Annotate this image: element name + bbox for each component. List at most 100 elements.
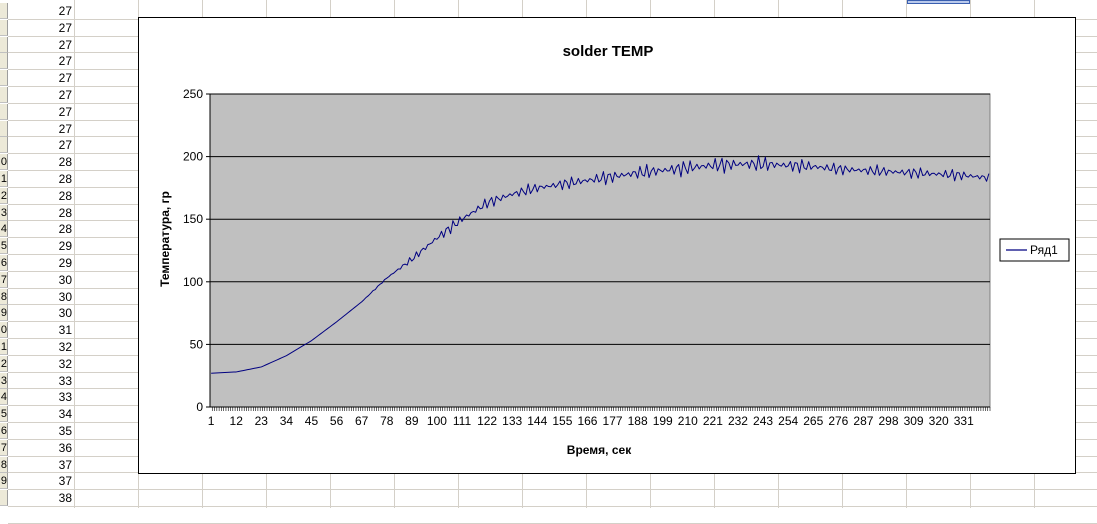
row-gridline — [8, 489, 1097, 491]
row-header[interactable] — [0, 19, 8, 36]
chart-svg: solder TEMP 0 50 100 150 200 250 1 12 23 34 45 56 67… — [158, 43, 1070, 457]
cell-value[interactable]: 27 — [58, 4, 72, 18]
x-tick-label: 199 — [653, 414, 673, 428]
row-header[interactable] — [0, 120, 8, 137]
row-header[interactable]: 5 — [0, 406, 8, 423]
legend-box — [999, 238, 1070, 262]
legend[interactable]: Ряд1 — [999, 238, 1070, 262]
cell-value[interactable]: 34 — [58, 407, 72, 422]
cell-value[interactable]: 27 — [58, 54, 72, 69]
row-header[interactable]: 9 — [0, 473, 8, 490]
row-header[interactable]: 6 — [0, 423, 8, 439]
x-tick-label: 221 — [703, 414, 723, 428]
cell-value[interactable]: 37 — [58, 457, 72, 472]
row-header[interactable]: 9 — [0, 305, 8, 322]
cell-value[interactable]: 27 — [58, 20, 72, 35]
row-header[interactable] — [0, 137, 8, 154]
x-tick-label: 78 — [380, 414, 394, 428]
row-header[interactable]: 7 — [0, 271, 8, 288]
x-tick-label: 232 — [728, 414, 748, 428]
y-tick-label: 200 — [183, 150, 203, 164]
cell-value[interactable]: 29 — [58, 256, 72, 270]
x-tick-label: 34 — [280, 414, 294, 428]
cell-value[interactable]: 27 — [58, 37, 72, 52]
cell-value[interactable]: 31 — [58, 323, 72, 338]
x-tick-label: 133 — [502, 414, 522, 428]
row-header[interactable]: 8 — [0, 288, 8, 305]
x-tick-label: 100 — [427, 414, 447, 428]
cell-value[interactable]: 28 — [58, 155, 72, 170]
plot-background — [209, 93, 991, 408]
cell-value[interactable]: 33 — [58, 390, 72, 405]
cell-value[interactable]: 27 — [58, 71, 72, 86]
y-tick-label: 50 — [190, 337, 204, 351]
y-axis-label: Температура, гр — [158, 191, 172, 287]
row-header[interactable] — [0, 87, 8, 103]
x-tick-label: 56 — [330, 414, 344, 428]
cell-value[interactable]: 36 — [58, 440, 72, 455]
x-tick-label: 210 — [678, 414, 698, 428]
row-header[interactable] — [0, 70, 8, 87]
plot-area[interactable]: 0 50 100 150 200 250 1 12 23 34 45 56 67 78 89 100 111 12… — [183, 87, 991, 428]
x-axis-label: Время, сек — [567, 443, 632, 457]
cell-value[interactable]: 32 — [58, 340, 72, 354]
cell-value[interactable]: 30 — [58, 289, 72, 304]
series-line-0[interactable] — [211, 155, 990, 374]
x-tick-label: 298 — [878, 414, 898, 428]
cell-value[interactable]: 27 — [58, 88, 72, 102]
row-header[interactable]: 4 — [0, 221, 8, 238]
cell-value[interactable]: 28 — [58, 222, 72, 237]
cell-value[interactable]: 37 — [58, 474, 72, 489]
x-tick-label: 1 — [208, 414, 215, 428]
cell-value[interactable]: 29 — [58, 239, 72, 254]
row-header[interactable] — [0, 490, 8, 507]
cell-value[interactable]: 38 — [58, 491, 72, 506]
cell-value[interactable]: 27 — [58, 121, 72, 136]
y-tick-label: 150 — [183, 212, 203, 226]
row-header[interactable] — [0, 36, 8, 53]
row-header[interactable]: 3 — [0, 204, 8, 221]
cell-value[interactable]: 33 — [58, 373, 72, 388]
row-header[interactable] — [0, 53, 8, 70]
x-tick-label: 166 — [577, 414, 597, 428]
row-header[interactable]: 0 — [0, 154, 8, 171]
row-header[interactable]: 4 — [0, 389, 8, 406]
selected-cell[interactable] — [907, 0, 970, 4]
row-header[interactable]: 8 — [0, 456, 8, 473]
row-header[interactable]: 7 — [0, 439, 8, 456]
row-header[interactable] — [0, 103, 8, 120]
cell-value[interactable]: 27 — [58, 138, 72, 153]
x-tick-label: 188 — [628, 414, 648, 428]
row-header[interactable]: 2 — [0, 355, 8, 372]
x-tick-label: 177 — [603, 414, 623, 428]
row-header[interactable]: 3 — [0, 372, 8, 389]
cell-value[interactable]: 35 — [58, 424, 72, 438]
row-header[interactable]: 0 — [0, 322, 8, 339]
cell-value[interactable]: 30 — [58, 306, 72, 321]
row-header[interactable]: 1 — [0, 171, 8, 187]
x-tick-label: 45 — [305, 414, 319, 428]
cell-value[interactable]: 28 — [58, 188, 72, 203]
row-header[interactable]: 6 — [0, 255, 8, 271]
x-tick-label: 67 — [355, 414, 369, 428]
row-gridline — [8, 506, 1097, 507]
x-tick-label: 276 — [828, 414, 848, 428]
x-tick-label: 155 — [552, 414, 572, 428]
row-header[interactable] — [0, 3, 8, 19]
x-tick-label: 89 — [405, 414, 419, 428]
row-header[interactable]: 5 — [0, 238, 8, 255]
cell-value[interactable]: 28 — [58, 172, 72, 186]
cell-value[interactable]: 32 — [58, 356, 72, 371]
y-tick-label: 100 — [183, 275, 203, 289]
cell-value[interactable]: 30 — [58, 272, 72, 287]
x-tick-label: 254 — [778, 414, 798, 428]
cell-value[interactable]: 27 — [58, 104, 72, 119]
x-tick-label: 331 — [954, 414, 974, 428]
x-tick-label: 320 — [929, 414, 949, 428]
chart-area[interactable]: solder TEMP 0 50 100 150 200 250 1 12 23 34 45 56 67… — [138, 17, 1076, 474]
cell-value[interactable]: 28 — [58, 205, 72, 220]
row-header[interactable]: 1 — [0, 339, 8, 355]
legend-label: Ряд1 — [1030, 243, 1058, 257]
x-tick-label: 144 — [527, 414, 547, 428]
row-header[interactable]: 2 — [0, 187, 8, 204]
